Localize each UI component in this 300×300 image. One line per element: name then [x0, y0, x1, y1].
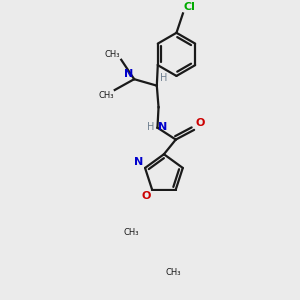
Text: N: N	[134, 157, 143, 167]
Text: CH₃: CH₃	[98, 91, 114, 100]
Text: O: O	[196, 118, 205, 128]
Text: N: N	[124, 69, 134, 79]
Text: O: O	[141, 191, 151, 201]
Text: H: H	[147, 122, 154, 132]
Text: Cl: Cl	[184, 2, 196, 12]
Text: CH₃: CH₃	[123, 228, 139, 237]
Text: H: H	[160, 73, 167, 83]
Text: CH₃: CH₃	[166, 268, 181, 277]
Text: N: N	[158, 122, 167, 132]
Text: CH₃: CH₃	[105, 50, 120, 59]
